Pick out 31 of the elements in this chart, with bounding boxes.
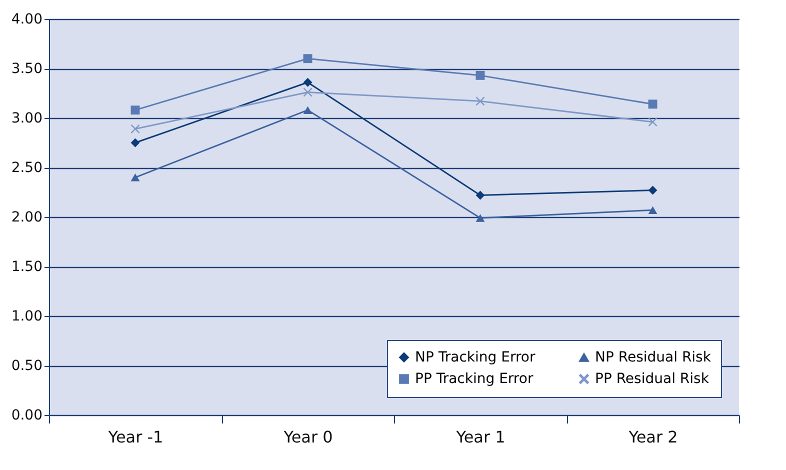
y-tick-label: 1.00 [11, 308, 42, 324]
point [476, 214, 485, 222]
point [648, 206, 658, 214]
y-tick-label: 3.00 [11, 110, 42, 126]
point [130, 124, 140, 134]
y-tick-label: 2.00 [11, 210, 42, 226]
point [648, 186, 658, 195]
y-tick-label: 1.50 [11, 259, 42, 275]
point [648, 100, 658, 109]
x-tick-label: Year 1 [455, 428, 506, 446]
y-tick-label: 4.00 [11, 12, 42, 28]
x-tick-label: Year 0 [282, 428, 333, 446]
legend-label: NP Residual Risk [595, 350, 712, 366]
point [648, 117, 658, 126]
y-tick-label: 0.50 [11, 358, 42, 374]
y-tick-label: 3.50 [11, 61, 42, 77]
legend-label: PP Residual Risk [595, 371, 710, 387]
legend-label: PP Tracking Error [415, 371, 534, 387]
point [130, 138, 140, 148]
point [303, 78, 312, 87]
legend-label: NP Tracking Error [415, 349, 536, 366]
y-tick-label: 2.50 [11, 160, 42, 176]
point [303, 54, 312, 64]
point [303, 106, 312, 114]
point [130, 106, 140, 115]
x-tick-label: Year -1 [107, 428, 164, 446]
point [476, 190, 485, 200]
x-tick-label: Year 2 [628, 428, 678, 446]
point [476, 70, 485, 80]
y-tick-label: 0.00 [11, 408, 42, 424]
point [130, 174, 140, 182]
